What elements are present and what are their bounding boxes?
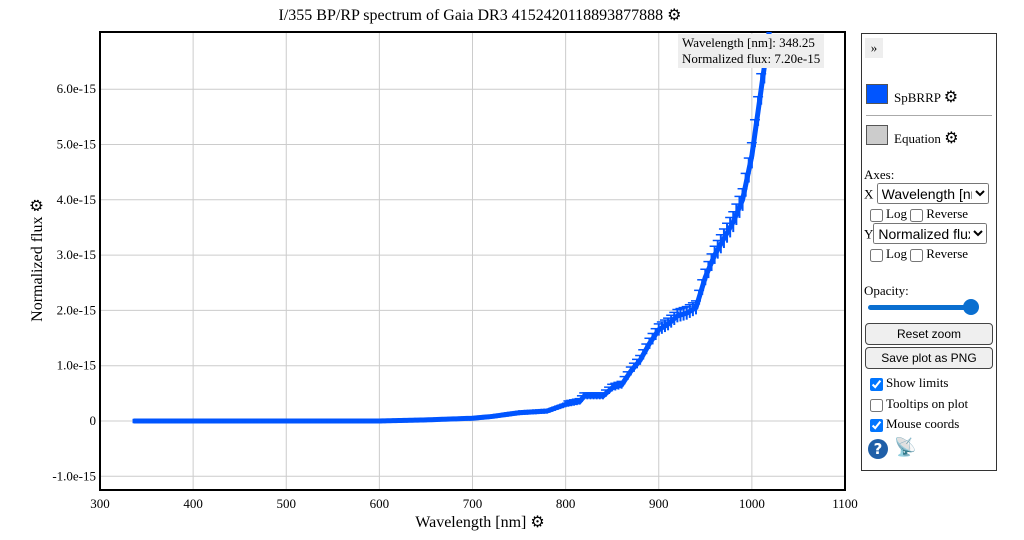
y-tick-label: 6.0e-15 — [57, 81, 96, 96]
opacity-slider-handle[interactable] — [963, 299, 979, 315]
equation-color-swatch[interactable] — [866, 125, 888, 145]
log-label: Log — [886, 246, 907, 261]
plot-frame — [99, 31, 846, 491]
tooltips-label: Tooltips on plot — [886, 396, 969, 411]
x-axis-select[interactable]: Wavelength [nm] — [876, 183, 989, 204]
collapse-button[interactable]: » — [865, 38, 883, 58]
mouse-coords-label: Mouse coords — [886, 416, 960, 431]
y-tick-label: 0 — [90, 413, 97, 428]
x-tick-label: 700 — [463, 496, 483, 511]
tooltip-x: Wavelength [nm]: 348.25 — [682, 35, 815, 50]
axes-label: Axes: — [864, 167, 895, 182]
title-text: I/355 BP/RP spectrum of Gaia DR3 4152420… — [278, 7, 664, 24]
y-tick-label: 2.0e-15 — [57, 302, 96, 317]
tooltip-y: Normalized flux: 7.20e-15 — [682, 51, 821, 66]
spectrum-line — [133, 32, 772, 424]
control-panel: » SpBRRP ⚙ Equation ⚙ Axes: X Wavelength… — [861, 33, 997, 471]
tooltips-checkbox[interactable] — [870, 398, 883, 412]
x-tick-label: 500 — [277, 496, 297, 511]
y-tick-label: 3.0e-15 — [57, 247, 96, 262]
gear-icon[interactable]: ⚙ — [667, 5, 682, 24]
help-icon[interactable]: ? — [868, 439, 888, 459]
reverse-label: Reverse — [926, 246, 969, 261]
reset-zoom-button[interactable]: Reset zoom — [865, 323, 993, 345]
series-spbrrp: SpBRRP ⚙ — [894, 87, 959, 106]
log-label: Log — [886, 206, 907, 221]
opacity-label: Opacity: — [864, 283, 909, 298]
series-equation: Equation ⚙ — [894, 128, 959, 147]
y-tick-label: 4.0e-15 — [57, 192, 96, 207]
y-log-checkbox[interactable] — [870, 248, 883, 262]
chart-title: I/355 BP/RP spectrum of Gaia DR3 4152420… — [0, 5, 960, 25]
y-axis-select[interactable]: Normalized flux — [873, 223, 988, 244]
x-tick-label: 1000 — [739, 496, 765, 511]
gear-icon[interactable]: ⚙ — [530, 512, 545, 531]
y-reverse-checkbox[interactable] — [910, 248, 924, 262]
y-tick-label: 5.0e-15 — [57, 137, 96, 152]
x-tick-label: 1100 — [832, 496, 858, 511]
y-tick-label: -1.0e-15 — [52, 468, 96, 483]
gear-icon[interactable]: ⚙ — [943, 87, 959, 106]
opacity-slider[interactable] — [868, 305, 972, 310]
y-tick-label: 1.0e-15 — [57, 358, 96, 373]
telescope-icon[interactable]: 📡 — [894, 437, 917, 458]
y-axis-label: Normalized flux ⚙ — [27, 198, 46, 322]
show-limits-checkbox[interactable] — [870, 377, 883, 391]
series-color-swatch[interactable] — [866, 84, 888, 104]
mouse-coords-checkbox[interactable] — [870, 418, 883, 432]
y-label: Y — [864, 226, 874, 242]
x-tick-label: 600 — [370, 496, 390, 511]
x-axis-label: Wavelength [nm] ⚙ — [415, 512, 545, 531]
x-label: X — [864, 186, 874, 202]
x-reverse-checkbox[interactable] — [910, 208, 924, 222]
gear-icon[interactable]: ⚙ — [27, 198, 46, 213]
mouse-coords-tooltip: Wavelength [nm]: 348.25 Normalized flux: … — [678, 34, 825, 68]
x-tick-label: 300 — [90, 496, 110, 511]
x-log-checkbox[interactable] — [870, 208, 883, 222]
gear-icon[interactable]: ⚙ — [944, 128, 959, 147]
x-tick-label: 800 — [556, 496, 576, 511]
show-limits-label: Show limits — [886, 375, 949, 390]
reverse-label: Reverse — [926, 206, 969, 221]
x-tick-label: 400 — [183, 496, 203, 511]
x-tick-label: 900 — [649, 496, 669, 511]
save-png-button[interactable]: Save plot as PNG — [865, 347, 993, 369]
divider — [866, 115, 992, 116]
chart[interactable]: 300 400 500 600 700 800 900 1000 1100 -1.0e-15 0 1.… — [0, 0, 860, 540]
